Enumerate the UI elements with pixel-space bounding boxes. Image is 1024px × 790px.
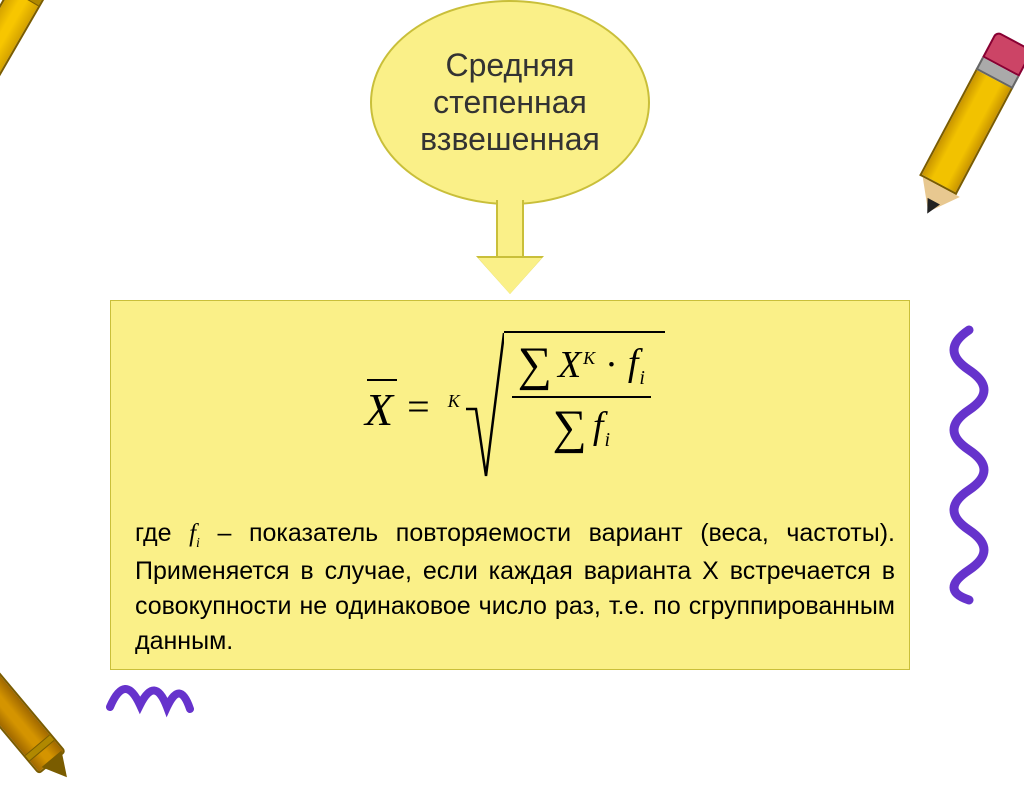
fraction-line xyxy=(512,396,651,398)
squiggle-bottom-left-icon xyxy=(105,667,195,722)
formula-box: X = K ∑ XK · fi ∑ xyxy=(110,300,910,670)
title-ellipse: Средняя степенная взвешенная xyxy=(370,0,650,205)
pencil-top-right-icon xyxy=(898,31,1024,240)
formula-radical: ∑ XK · fi ∑ fi xyxy=(464,331,665,481)
formula-denominator: ∑ fi xyxy=(547,402,616,455)
arrow-down-icon xyxy=(478,200,542,300)
formula: X = K ∑ XK · fi ∑ xyxy=(131,326,899,486)
squiggle-right-icon xyxy=(934,325,1004,605)
formula-root-index: K xyxy=(448,391,460,412)
radical-icon xyxy=(464,331,504,481)
formula-lhs: X xyxy=(365,377,393,436)
formula-equals: = xyxy=(407,383,430,430)
title-text: Средняя степенная взвешенная xyxy=(390,47,630,157)
formula-radicand: ∑ XK · fi ∑ fi xyxy=(504,331,665,481)
formula-numerator: ∑ XK · fi xyxy=(512,339,651,392)
description-text: где fi – показатель повторяемости вариан… xyxy=(131,516,899,659)
crayon-top-left-icon xyxy=(0,0,131,158)
